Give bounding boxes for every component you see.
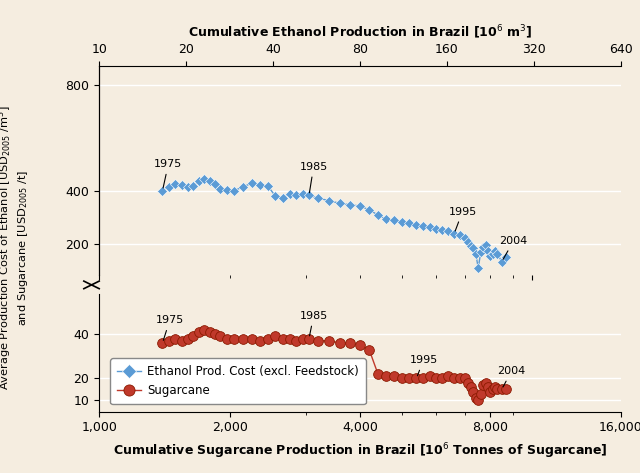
Text: 1995: 1995 — [410, 355, 438, 376]
Text: 1985: 1985 — [300, 311, 328, 336]
Text: Average Production Cost of Ethanol [USD$_{2005}$ /m$^3$]
and Sugarcane [USD$_{20: Average Production Cost of Ethanol [USD$… — [0, 105, 30, 390]
Text: 1995: 1995 — [449, 207, 477, 231]
Text: 1985: 1985 — [300, 161, 328, 193]
Legend: Ethanol Prod. Cost (excl. Feedstock), Sugarcane: Ethanol Prod. Cost (excl. Feedstock), Su… — [110, 359, 365, 404]
Text: 2004: 2004 — [500, 236, 528, 259]
Text: 2004: 2004 — [497, 366, 525, 387]
Text: 1975: 1975 — [156, 315, 184, 341]
X-axis label: Cumulative Sugarcane Production in Brazil [10$^6$ Tonnes of Sugarcane]: Cumulative Sugarcane Production in Brazi… — [113, 441, 607, 461]
X-axis label: Cumulative Ethanol Production in Brazil [10$^6$ m$^3$]: Cumulative Ethanol Production in Brazil … — [188, 23, 532, 41]
Text: 1975: 1975 — [154, 159, 182, 188]
